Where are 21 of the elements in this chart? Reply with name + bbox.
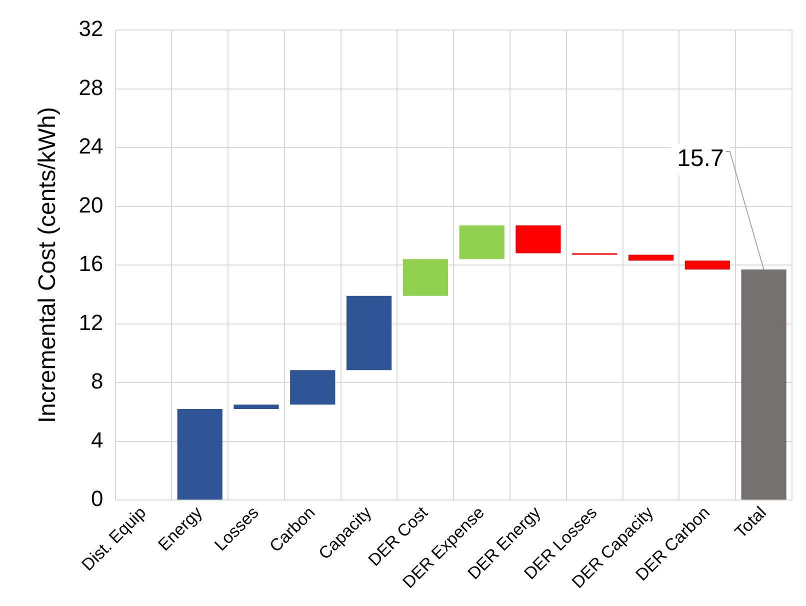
bar xyxy=(741,269,786,500)
y-tick-label: 32 xyxy=(78,16,104,42)
bar xyxy=(402,259,448,296)
y-tick-label: 28 xyxy=(78,74,104,100)
bar xyxy=(346,296,392,370)
y-tick-label: 24 xyxy=(78,134,104,159)
y-tick-label: 20 xyxy=(78,192,104,218)
y-tick-label: 4 xyxy=(91,427,104,452)
bar xyxy=(177,409,222,500)
y-tick-label: 12 xyxy=(78,310,104,335)
bar xyxy=(459,225,504,260)
bar xyxy=(628,254,674,261)
bar xyxy=(684,260,730,270)
bar xyxy=(516,225,561,254)
data-label: 15.7 xyxy=(677,145,724,172)
y-tick-label: 16 xyxy=(78,251,104,276)
y-tick-label: 8 xyxy=(91,368,104,394)
bar xyxy=(234,404,279,409)
y-tick-label: 0 xyxy=(91,486,104,512)
y-axis-title: Incremental Cost (cents/kWh) xyxy=(34,106,62,424)
bar xyxy=(290,370,336,405)
